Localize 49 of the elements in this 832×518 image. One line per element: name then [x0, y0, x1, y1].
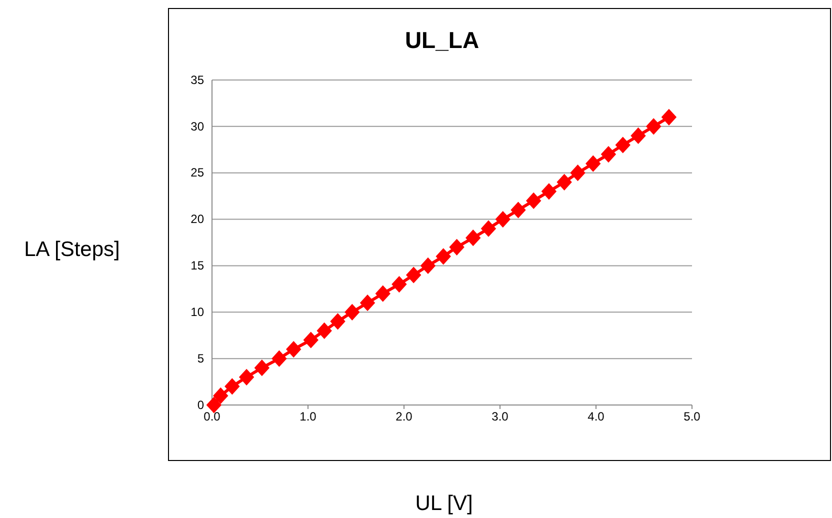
point [556, 174, 572, 190]
point [630, 127, 646, 144]
point [392, 276, 407, 293]
point [330, 313, 346, 330]
point [375, 285, 390, 302]
y-tick-label: 0 [197, 398, 204, 412]
x-axis-title: UL [V] [415, 492, 473, 515]
point [480, 220, 496, 237]
point [661, 108, 677, 126]
y-tick-label: 25 [190, 166, 204, 180]
y-tick-label: 35 [190, 72, 204, 87]
y-tick-label: 15 [190, 258, 204, 273]
point [360, 294, 376, 312]
point [586, 155, 601, 172]
point [272, 350, 287, 367]
point [303, 332, 318, 348]
point [646, 118, 662, 135]
point [316, 322, 332, 340]
y-axis-title: LA [Steps] [24, 238, 120, 261]
y-tick-label: 10 [190, 304, 204, 319]
x-tick-label: 2.0 [396, 410, 413, 424]
x-tick-label: 4.0 [588, 410, 605, 424]
point [238, 368, 254, 386]
x-tick-label: 1.0 [300, 410, 317, 424]
point [495, 210, 510, 228]
point [344, 304, 360, 320]
x-tick-label: 3.0 [492, 410, 509, 424]
point [449, 238, 464, 256]
point [526, 192, 542, 210]
point [600, 146, 616, 163]
point [510, 202, 526, 218]
chart-title: UL_LA [404, 27, 480, 53]
point [436, 248, 451, 265]
y-tick-label: 30 [190, 119, 204, 134]
point [213, 387, 228, 404]
point [466, 230, 481, 246]
point [615, 136, 630, 154]
y-tick-label: 20 [190, 212, 204, 226]
point [541, 183, 557, 200]
point [286, 340, 302, 358]
point [206, 396, 222, 414]
x-tick-label: 0.0 [204, 410, 221, 424]
x-tick-label: 5.0 [684, 410, 701, 424]
point [570, 164, 586, 182]
y-tick-label: 5 [197, 351, 204, 366]
point [406, 266, 422, 284]
point [224, 378, 240, 395]
point [420, 257, 436, 274]
point [254, 360, 270, 376]
